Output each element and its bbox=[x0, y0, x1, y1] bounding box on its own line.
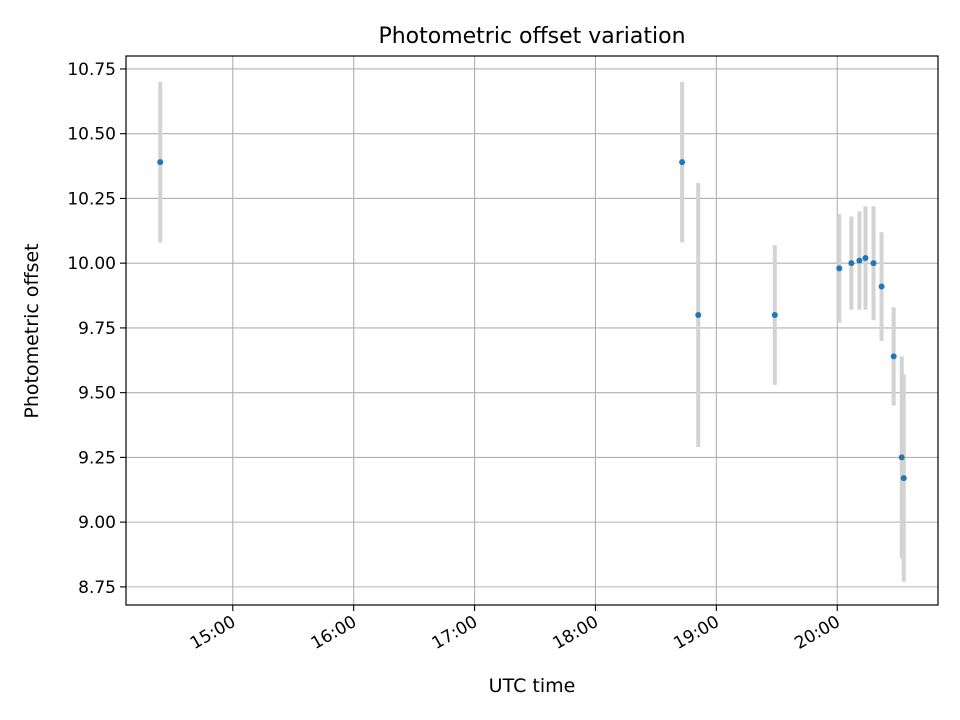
data-point bbox=[836, 265, 843, 272]
data-points bbox=[157, 159, 907, 482]
y-tick-label: 10.75 bbox=[67, 60, 116, 80]
y-axis-label: Photometric offset bbox=[21, 243, 43, 418]
data-point bbox=[862, 254, 869, 261]
data-point bbox=[679, 159, 686, 166]
y-tick-label: 10.25 bbox=[67, 189, 116, 209]
y-tick-label: 9.50 bbox=[78, 384, 116, 404]
data-point bbox=[878, 283, 885, 290]
data-point bbox=[848, 260, 855, 267]
data-point bbox=[695, 311, 702, 318]
data-point bbox=[157, 159, 164, 166]
data-point bbox=[898, 454, 905, 461]
y-tick-label: 10.50 bbox=[67, 125, 116, 145]
y-tick-label: 9.00 bbox=[78, 513, 116, 533]
y-tick-label: 10.00 bbox=[67, 254, 116, 274]
data-point bbox=[890, 353, 897, 360]
y-tick-label: 9.75 bbox=[78, 319, 116, 339]
x-axis-label: UTC time bbox=[489, 675, 576, 697]
y-axis: 8.75 9.00 9.25 9.50 9.75 10.00 10.25 10.50 10.75 bbox=[67, 60, 126, 598]
plot-frame bbox=[125, 55, 939, 606]
data-point bbox=[856, 257, 863, 264]
y-tick-label: 9.25 bbox=[78, 448, 116, 468]
data-point bbox=[771, 311, 778, 318]
data-point bbox=[900, 475, 907, 482]
y-tick-label: 8.75 bbox=[78, 578, 116, 598]
chart-title: Photometric offset variation bbox=[378, 24, 685, 49]
data-point bbox=[870, 260, 877, 267]
grid bbox=[126, 56, 938, 605]
